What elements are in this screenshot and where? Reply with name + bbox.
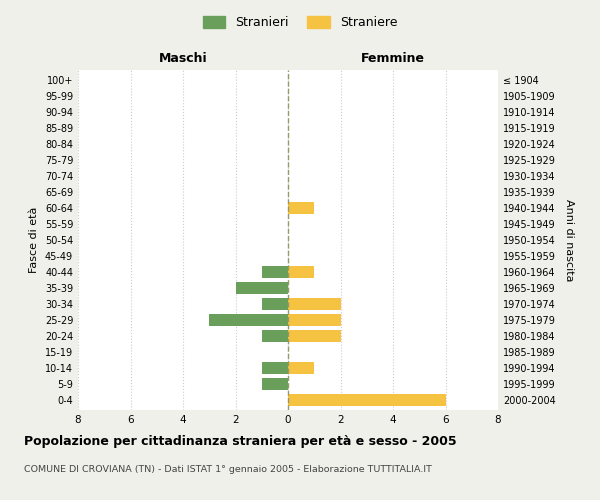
- Bar: [235, 282, 288, 294]
- Bar: [288, 202, 314, 214]
- Bar: [288, 362, 314, 374]
- Bar: [288, 394, 445, 406]
- Legend: Stranieri, Straniere: Stranieri, Straniere: [197, 11, 403, 34]
- Text: Popolazione per cittadinanza straniera per età e sesso - 2005: Popolazione per cittadinanza straniera p…: [24, 435, 457, 448]
- Bar: [262, 266, 288, 278]
- Y-axis label: Fasce di età: Fasce di età: [29, 207, 39, 273]
- Bar: [262, 378, 288, 390]
- Bar: [209, 314, 288, 326]
- Text: Femmine: Femmine: [361, 52, 425, 65]
- Bar: [288, 298, 341, 310]
- Y-axis label: Anni di nascita: Anni di nascita: [564, 198, 574, 281]
- Bar: [262, 298, 288, 310]
- Text: Maschi: Maschi: [158, 52, 208, 65]
- Text: COMUNE DI CROVIANA (TN) - Dati ISTAT 1° gennaio 2005 - Elaborazione TUTTITALIA.I: COMUNE DI CROVIANA (TN) - Dati ISTAT 1° …: [24, 465, 432, 474]
- Bar: [288, 330, 341, 342]
- Bar: [262, 330, 288, 342]
- Bar: [288, 266, 314, 278]
- Bar: [262, 362, 288, 374]
- Bar: [288, 314, 341, 326]
